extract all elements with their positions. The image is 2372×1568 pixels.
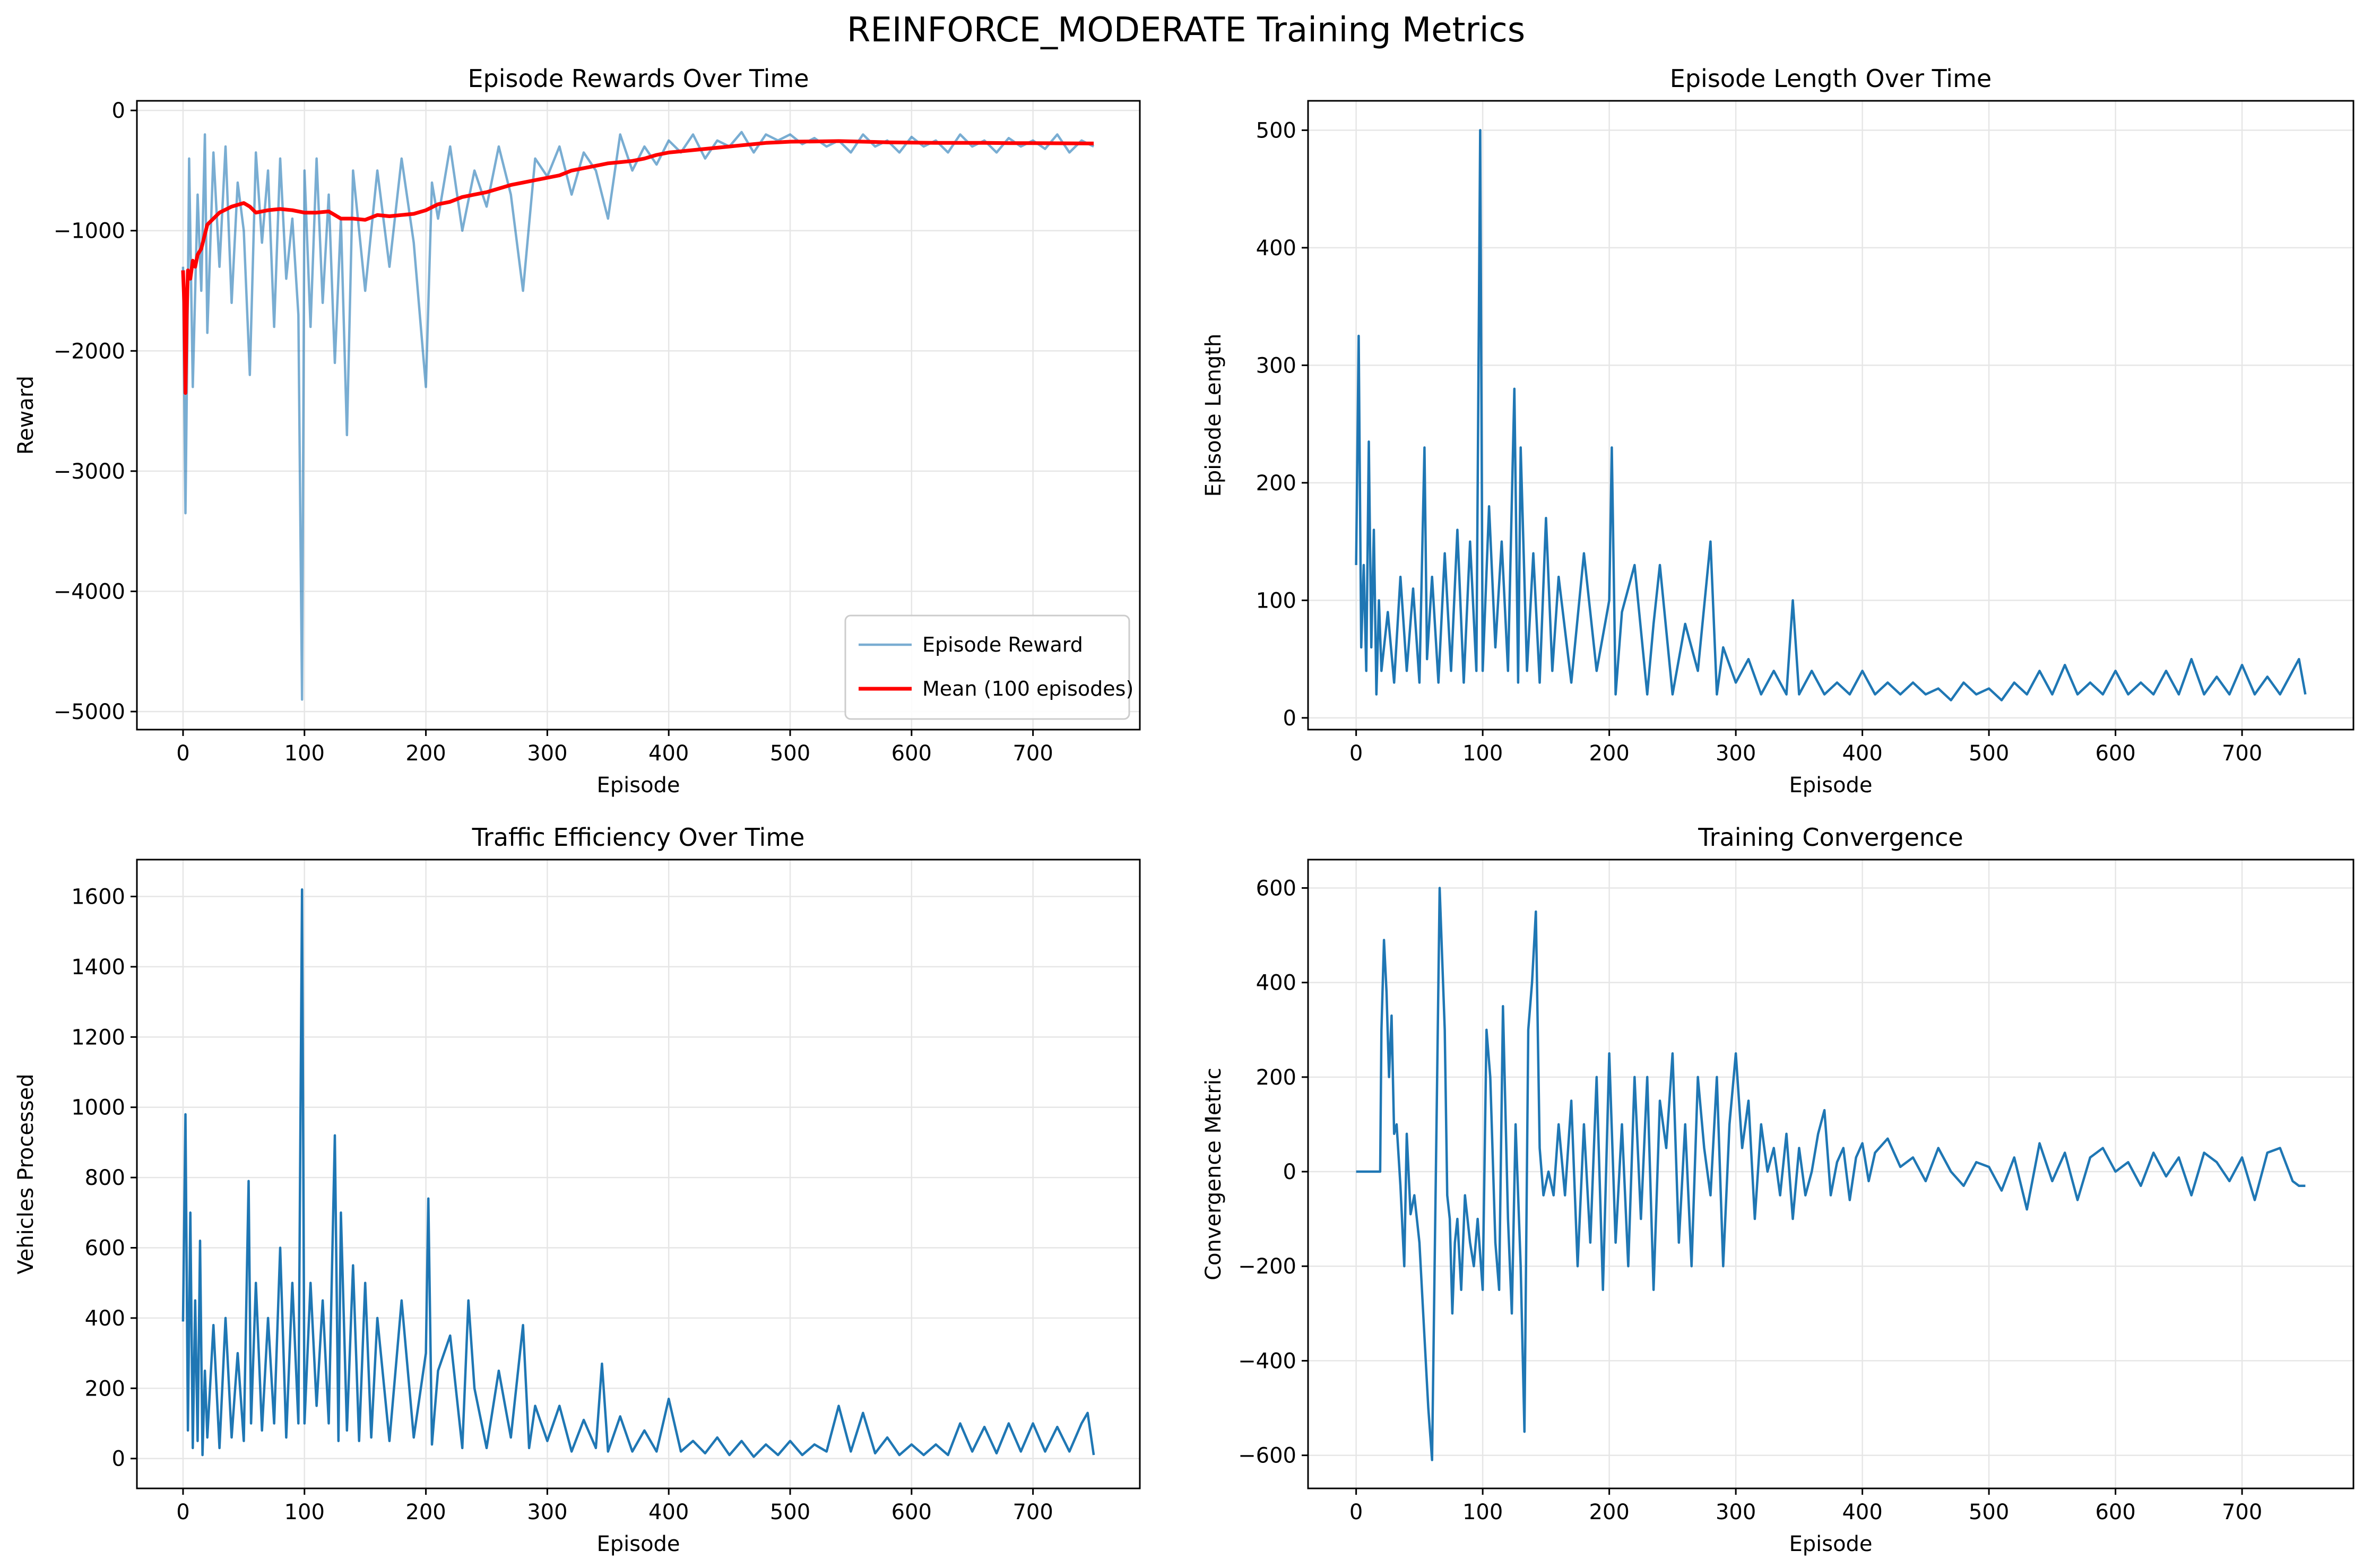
legend-box bbox=[844, 614, 1130, 720]
y-tick-label: 600 bbox=[85, 1236, 125, 1261]
series-line-mean-100-episodes bbox=[181, 139, 1094, 395]
legend-label: Mean (100 episodes) bbox=[922, 677, 1133, 700]
x-tick-label: 700 bbox=[1012, 1500, 1053, 1524]
y-tick-label: 1000 bbox=[71, 1096, 125, 1120]
x-tick-label: 200 bbox=[1589, 1500, 1629, 1524]
x-tick-label: 200 bbox=[1589, 741, 1629, 766]
y-axis-label: Episode Length bbox=[1201, 334, 1226, 497]
y-tick-label: 200 bbox=[85, 1376, 125, 1401]
series-line-episode-reward bbox=[181, 131, 1095, 701]
legend-label: Episode Reward bbox=[922, 633, 1083, 656]
y-axis-label: Convergence Metric bbox=[1201, 1068, 1226, 1280]
y-axis-label: Reward bbox=[14, 376, 38, 455]
x-tick-label: 700 bbox=[2222, 1500, 2262, 1524]
series-line-data bbox=[1356, 887, 2306, 1461]
y-tick-label: −600 bbox=[1238, 1444, 1296, 1468]
axes-frame bbox=[1307, 859, 2354, 1489]
x-tick-label: 600 bbox=[891, 1500, 932, 1524]
x-tick-label: 100 bbox=[1462, 1500, 1503, 1524]
chart-title: Episode Length Over Time bbox=[1670, 64, 1992, 93]
x-tick-label: 100 bbox=[284, 1500, 325, 1524]
y-tick-label: 1200 bbox=[71, 1025, 125, 1050]
axes-frame bbox=[136, 859, 1141, 1489]
x-tick-label: 0 bbox=[176, 1500, 189, 1524]
x-axis-label: Episode bbox=[596, 773, 680, 798]
y-tick-label: 400 bbox=[1256, 236, 1296, 261]
y-tick-label: 1600 bbox=[71, 885, 125, 909]
y-tick-label: 200 bbox=[1256, 1065, 1296, 1090]
y-tick-label: 0 bbox=[1283, 1160, 1296, 1184]
axes-frame bbox=[136, 100, 1141, 731]
x-tick-label: 300 bbox=[1716, 1500, 1756, 1524]
x-tick-label: 500 bbox=[770, 741, 810, 766]
chart-episode-length: 0 100 200 300 400 500 600 700 0 100 200 300 400 500 Ep… bbox=[1201, 64, 2354, 798]
x-tick-label: 400 bbox=[1842, 1500, 1882, 1524]
x-tick-label: 700 bbox=[2222, 741, 2262, 766]
series-line-data bbox=[1355, 129, 2307, 701]
y-tick-label: 800 bbox=[85, 1166, 125, 1190]
x-axis-label: Episode bbox=[1789, 773, 1872, 798]
y-tick-label: 200 bbox=[1256, 471, 1296, 496]
y-tick-label: 0 bbox=[1283, 706, 1296, 731]
y-tick-label: 0 bbox=[112, 99, 125, 123]
y-tick-label: 400 bbox=[85, 1306, 125, 1331]
x-tick-label: 100 bbox=[284, 741, 325, 766]
x-tick-label: 400 bbox=[648, 1500, 689, 1524]
x-tick-label: 300 bbox=[1716, 741, 1756, 766]
x-tick-label: 400 bbox=[1842, 741, 1882, 766]
chart-title: Episode Rewards Over Time bbox=[468, 64, 809, 93]
axes-frame bbox=[1307, 100, 2354, 731]
chart-training-convergence: 0 100 200 300 400 500 600 700 600 400 200 0 −200 −400… bbox=[1201, 823, 2354, 1556]
y-axis-label: Vehicles Processed bbox=[14, 1073, 38, 1274]
y-tick-label: 300 bbox=[1256, 353, 1296, 378]
y-tick-label: −400 bbox=[1238, 1349, 1296, 1373]
y-tick-label: 400 bbox=[1256, 971, 1296, 995]
x-tick-label: 500 bbox=[1969, 741, 2009, 766]
y-tick-label: 100 bbox=[1256, 588, 1296, 613]
x-tick-label: 700 bbox=[1012, 741, 1053, 766]
x-tick-label: 200 bbox=[405, 741, 446, 766]
x-tick-label: 100 bbox=[1462, 741, 1503, 766]
y-tick-label: 1400 bbox=[71, 955, 125, 980]
y-tick-label: 0 bbox=[112, 1447, 125, 1471]
x-tick-label: 0 bbox=[1349, 741, 1363, 766]
chart-title: Traffic Efficiency Over Time bbox=[472, 823, 805, 852]
y-tick-label: −2000 bbox=[54, 339, 125, 363]
x-tick-label: 600 bbox=[891, 741, 932, 766]
x-tick-label: 500 bbox=[770, 1500, 810, 1524]
y-tick-label: −5000 bbox=[54, 700, 125, 724]
x-axis-label: Episode bbox=[1789, 1532, 1872, 1556]
y-tick-label: 600 bbox=[1256, 876, 1296, 900]
y-tick-label: −4000 bbox=[54, 579, 125, 604]
x-tick-label: 600 bbox=[2095, 741, 2135, 766]
y-tick-label: 500 bbox=[1256, 118, 1296, 143]
x-axis-label: Episode bbox=[596, 1532, 680, 1556]
x-tick-label: 400 bbox=[648, 741, 689, 766]
x-tick-label: 200 bbox=[405, 1500, 446, 1524]
y-tick-label: −200 bbox=[1238, 1254, 1296, 1279]
y-tick-label: −1000 bbox=[54, 219, 125, 244]
x-tick-label: 300 bbox=[527, 1500, 567, 1524]
x-tick-label: 300 bbox=[527, 741, 567, 766]
x-tick-label: 0 bbox=[176, 741, 189, 766]
chart-title: Training Convergence bbox=[1698, 823, 1963, 852]
x-tick-label: 0 bbox=[1349, 1500, 1363, 1524]
figure-title: REINFORCE_MODERATE Training Metrics bbox=[847, 11, 1525, 50]
series-line-data bbox=[181, 888, 1095, 1458]
chart-episode-rewards: 0 100 200 300 400 500 600 700 0 −1000 −2000 −3000 −4… bbox=[14, 64, 1141, 798]
x-tick-label: 600 bbox=[2095, 1500, 2135, 1524]
x-tick-label: 500 bbox=[1969, 1500, 2009, 1524]
y-tick-label: −3000 bbox=[54, 460, 125, 484]
chart-traffic-efficiency: 0 100 200 300 400 500 600 700 0 200 400 600 800 1000 1… bbox=[14, 823, 1141, 1556]
